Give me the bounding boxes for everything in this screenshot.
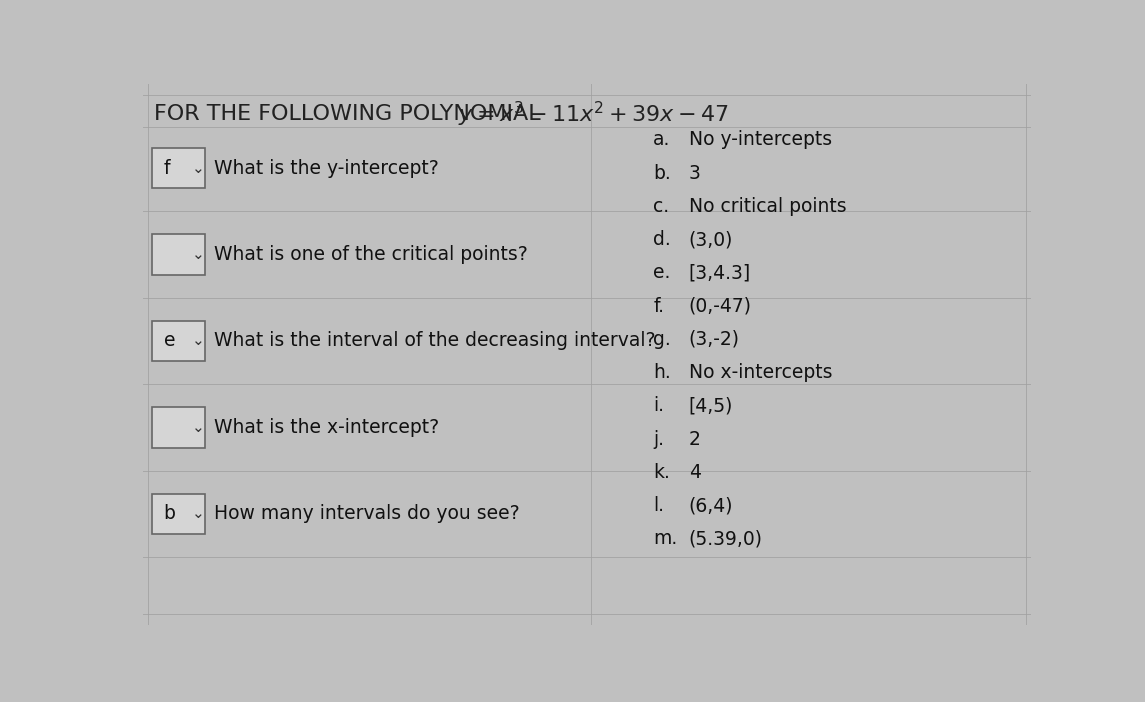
Text: What is one of the critical points?: What is one of the critical points?	[214, 245, 528, 264]
Text: c.: c.	[654, 197, 670, 216]
Text: (3,0): (3,0)	[689, 230, 733, 249]
Text: l.: l.	[654, 496, 664, 515]
Text: g.: g.	[654, 330, 671, 349]
Text: e.: e.	[654, 263, 671, 282]
FancyBboxPatch shape	[152, 234, 205, 274]
Text: 3: 3	[689, 164, 701, 183]
Text: What is the interval of the decreasing interval?: What is the interval of the decreasing i…	[214, 331, 656, 350]
Text: ⌄: ⌄	[191, 506, 205, 522]
FancyBboxPatch shape	[152, 147, 205, 188]
Text: (3,-2): (3,-2)	[689, 330, 740, 349]
Text: k.: k.	[654, 463, 670, 482]
Text: What is the y-intercept?: What is the y-intercept?	[214, 159, 439, 178]
Text: What is the x-intercept?: What is the x-intercept?	[214, 418, 440, 437]
FancyBboxPatch shape	[152, 321, 205, 362]
Text: ⌄: ⌄	[191, 161, 205, 176]
Text: a.: a.	[654, 131, 671, 150]
Text: $y = x^3 - 11x^2 + 39x - 47$: $y = x^3 - 11x^2 + 39x - 47$	[458, 100, 728, 128]
Text: (5.39,0): (5.39,0)	[689, 529, 763, 548]
FancyBboxPatch shape	[152, 494, 205, 534]
Text: No y-intercepts: No y-intercepts	[689, 131, 832, 150]
Text: (0,-47): (0,-47)	[689, 297, 752, 316]
Text: 2: 2	[689, 430, 701, 449]
Text: No critical points: No critical points	[689, 197, 846, 216]
Text: [4,5): [4,5)	[689, 397, 733, 416]
Text: 4: 4	[689, 463, 701, 482]
Text: ⌄: ⌄	[191, 247, 205, 262]
Text: e: e	[164, 331, 175, 350]
Text: b: b	[164, 505, 175, 524]
Text: [3,4.3]: [3,4.3]	[689, 263, 751, 282]
Text: f.: f.	[654, 297, 664, 316]
FancyBboxPatch shape	[152, 407, 205, 448]
Text: FOR THE FOLLOWING POLYNOMIAL: FOR THE FOLLOWING POLYNOMIAL	[153, 104, 547, 124]
Text: ⌄: ⌄	[191, 420, 205, 435]
Text: (6,4): (6,4)	[689, 496, 733, 515]
Text: m.: m.	[654, 529, 678, 548]
Text: i.: i.	[654, 397, 664, 416]
Text: b.: b.	[654, 164, 671, 183]
Text: f: f	[164, 159, 171, 178]
Text: ⌄: ⌄	[191, 333, 205, 348]
Text: h.: h.	[654, 363, 671, 382]
Text: How many intervals do you see?: How many intervals do you see?	[214, 505, 520, 524]
Text: j.: j.	[654, 430, 664, 449]
Text: d.: d.	[654, 230, 671, 249]
Text: No x-intercepts: No x-intercepts	[689, 363, 832, 382]
